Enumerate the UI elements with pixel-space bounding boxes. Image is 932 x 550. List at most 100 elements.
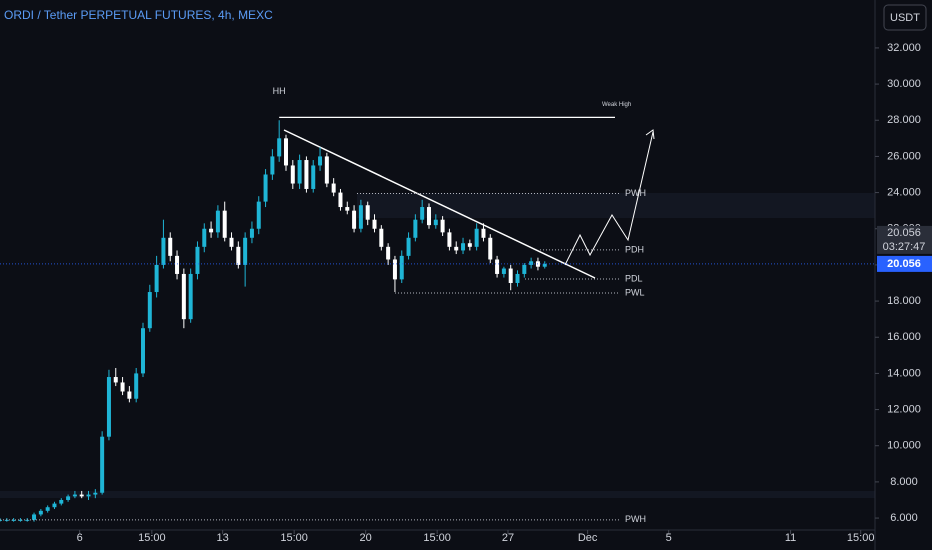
x-tick-label: 15:00 (280, 532, 308, 544)
last-price-label: 20.056 (887, 258, 921, 270)
candle-body (134, 373, 139, 399)
countdown-box (877, 225, 932, 254)
countdown: 03:27:47 (883, 241, 926, 253)
projection-path (564, 131, 654, 266)
candle-body (209, 228, 214, 233)
candle-body (93, 492, 98, 495)
candle-body (140, 328, 145, 374)
candle-body (542, 263, 547, 267)
x-tick-label: 15:00 (847, 532, 875, 544)
candle-body (283, 138, 288, 166)
currency-label: USDT (890, 12, 920, 24)
candle-body (188, 273, 193, 320)
candle-body (311, 165, 316, 189)
candle-body (481, 228, 486, 238)
countdown-price: 20.056 (887, 227, 921, 239)
candle-body (154, 264, 159, 293)
candle-body (515, 273, 520, 283)
candle-body (488, 237, 493, 260)
candle-body (100, 436, 105, 493)
candle-body (106, 377, 111, 437)
candle-body (392, 259, 397, 280)
y-tick-label: 26.000 (887, 150, 921, 162)
candle-body (352, 210, 357, 229)
x-tick-label: 15:00 (138, 532, 166, 544)
candle-body (181, 273, 186, 320)
candle-body (113, 377, 118, 383)
pwh-zone (357, 193, 875, 218)
candle-body (59, 499, 64, 504)
candle-body (372, 219, 377, 229)
chart-title: ORDI / Tether PERPETUAL FUTURES, 4h, MEX… (4, 8, 273, 22)
candle-body (433, 219, 438, 226)
level-label: PWH (625, 188, 646, 198)
candle-body (379, 228, 384, 247)
x-tick-label: 5 (666, 532, 672, 544)
y-tick-label: 6.000 (890, 512, 918, 524)
candle-body (72, 494, 77, 497)
candle-body (38, 510, 43, 515)
candle-body (243, 237, 248, 265)
y-tick-label: 16.000 (887, 331, 921, 343)
x-tick-label: 11 (785, 532, 796, 544)
level-label: PDL (625, 273, 643, 283)
candle-body (386, 246, 391, 260)
candle-body (45, 507, 50, 511)
candle-body (399, 255, 404, 280)
candle-body (168, 237, 173, 256)
y-tick-label: 18.000 (887, 295, 921, 307)
candle-body (529, 261, 534, 265)
candle-body (508, 268, 513, 283)
y-tick-label: 14.000 (887, 367, 921, 379)
candle-body (324, 156, 329, 184)
y-tick-label: 10.000 (887, 440, 921, 452)
y-tick-label: 24.000 (887, 186, 921, 198)
x-tick-label: 20 (360, 532, 372, 544)
candle-body (229, 237, 234, 247)
candle-body (338, 192, 343, 208)
trendline (283, 129, 596, 279)
candle-body (413, 219, 418, 238)
candle-body (461, 243, 466, 251)
candle-body (215, 210, 220, 233)
candle-body (147, 292, 152, 329)
candle-body (86, 494, 91, 497)
candle-body (222, 210, 227, 238)
y-tick-label: 30.000 (887, 78, 921, 90)
candle-body (263, 174, 268, 202)
level-label: PDH (625, 244, 644, 254)
candle-body (447, 232, 452, 247)
x-tick-label: 13 (217, 532, 229, 544)
candle-body (522, 264, 527, 274)
candle-body (270, 156, 275, 175)
candle-body (454, 246, 459, 251)
candle-body (11, 519, 16, 521)
level-label: PWL (625, 287, 645, 297)
candle-body (358, 205, 363, 229)
candle-body (297, 160, 302, 184)
candle-body (495, 259, 500, 274)
low-zone (0, 491, 875, 498)
y-tick-label: 12.000 (887, 403, 921, 415)
candle-body (249, 228, 254, 238)
candle-body (501, 268, 506, 274)
candle-body (318, 156, 323, 166)
projection-arrowhead (645, 129, 655, 140)
candle-body (66, 496, 71, 500)
candle-body (277, 138, 282, 157)
last-price-box (877, 255, 932, 272)
candle-body (32, 514, 37, 520)
x-tick-label: 6 (77, 532, 83, 544)
y-tick-label: 28.000 (887, 114, 921, 126)
candle-body (290, 165, 295, 184)
currency-button[interactable] (883, 4, 927, 31)
candle-body (195, 246, 200, 274)
candle-body (18, 519, 23, 521)
candle-body (120, 382, 125, 392)
candle-body (256, 201, 261, 229)
x-tick-label: Dec (578, 532, 598, 544)
candle-body (202, 228, 207, 247)
hh-label: HH (273, 86, 286, 96)
